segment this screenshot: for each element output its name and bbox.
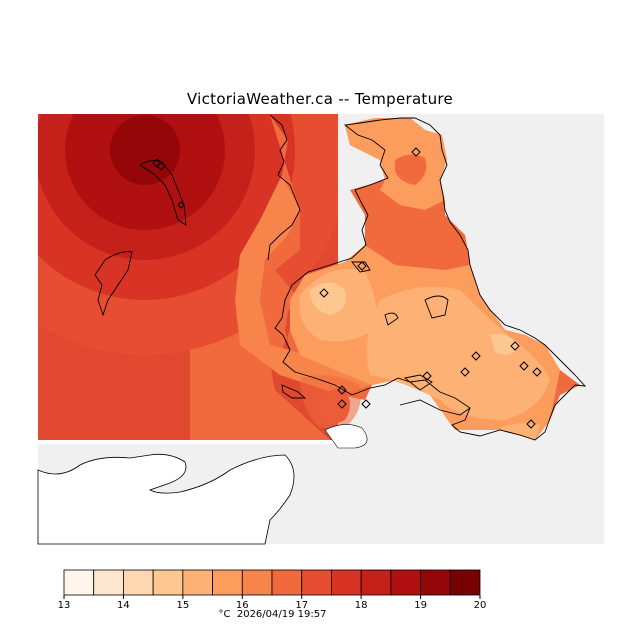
legend-bin [241, 569, 273, 596]
legend-bin [360, 569, 392, 596]
legend-tick-label: 15 [176, 600, 189, 611]
coastlines [94, 114, 587, 441]
legend-bin [63, 569, 95, 596]
legend-bin [390, 569, 421, 596]
legend-tick-label: 13 [58, 600, 71, 611]
station-marker [152, 158, 162, 168]
station-marker [156, 161, 166, 171]
station-marker [177, 201, 185, 209]
legend-bin [449, 569, 481, 596]
legend-caption: °C 2026/04/19 19:57 [0, 609, 545, 620]
timestamp-label: 2026/04/19 19:57 [236, 609, 327, 620]
station-marker [337, 385, 347, 395]
legend-tick-label: 20 [474, 600, 487, 611]
legend-bin [331, 569, 362, 596]
station-marker [532, 367, 542, 377]
legend-bin [152, 569, 184, 596]
map-title: VictoriaWeather.ca -- Temperature [186, 90, 454, 108]
color-legend: 13 14 15 16 17 18 19 20 [58, 569, 487, 611]
station-marker [460, 367, 470, 377]
unit-label: °C [218, 609, 231, 620]
legend-tick-label: 18 [355, 600, 368, 611]
station-marker [519, 361, 529, 371]
station-marker [319, 288, 329, 298]
legend-tick-label: 14 [117, 600, 130, 611]
station-marker [357, 261, 367, 271]
legend-bin [182, 569, 213, 596]
legend-bin [123, 569, 154, 596]
legend-tick-label: 16 [236, 600, 249, 611]
station-marker [526, 419, 536, 429]
us-landmass [37, 453, 295, 545]
legend-tick-label: 19 [414, 600, 427, 611]
peninsula-temperature-field [235, 115, 580, 440]
station-marker [361, 399, 371, 409]
station-marker [337, 399, 347, 409]
station-marker [411, 147, 421, 157]
legend-bin [420, 569, 451, 596]
station-marker [422, 371, 432, 381]
station-marker [471, 351, 481, 361]
station-marker [510, 341, 520, 351]
legend-tick-label: 17 [295, 600, 308, 611]
legend-bin [271, 569, 303, 596]
station-markers [152, 147, 542, 429]
legend-bin [93, 569, 124, 596]
legend-bin [301, 569, 332, 596]
legend-bin [212, 569, 243, 596]
